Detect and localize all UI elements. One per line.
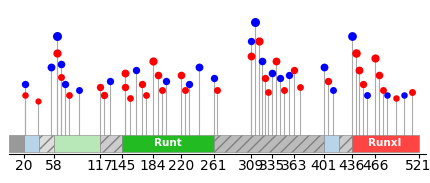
Point	[48, 65, 55, 68]
Point	[34, 99, 41, 102]
Point	[57, 75, 64, 78]
Point	[162, 80, 169, 83]
Point	[376, 74, 383, 77]
Point	[97, 85, 104, 88]
Point	[276, 77, 283, 80]
Bar	[24, 135, 40, 152]
Point	[150, 60, 157, 63]
Point	[372, 57, 379, 60]
Point	[213, 88, 220, 91]
Point	[57, 63, 64, 66]
Point	[359, 82, 366, 85]
Point	[138, 82, 145, 85]
Point	[154, 74, 161, 77]
Point	[121, 85, 128, 88]
Point	[363, 94, 370, 97]
Point	[186, 82, 193, 85]
Point	[329, 88, 336, 91]
Point	[352, 51, 359, 54]
Point	[75, 88, 82, 91]
Point	[248, 54, 255, 57]
Bar	[54, 135, 100, 152]
Point	[320, 65, 327, 68]
Point	[53, 51, 60, 54]
Bar	[214, 135, 324, 152]
Point	[296, 85, 303, 88]
Bar	[339, 135, 352, 152]
Point	[400, 94, 407, 97]
Point	[325, 80, 332, 83]
Point	[392, 96, 399, 99]
Point	[22, 94, 29, 97]
Point	[268, 71, 275, 74]
Point	[356, 68, 363, 71]
Point	[53, 34, 60, 37]
Bar	[100, 135, 122, 152]
Point	[248, 40, 255, 43]
Point	[121, 71, 128, 74]
Point	[195, 65, 202, 68]
Point	[158, 88, 165, 91]
Point	[255, 40, 262, 43]
Point	[61, 82, 68, 85]
Point	[348, 34, 355, 37]
Point	[178, 74, 185, 77]
Point	[408, 91, 415, 94]
Point	[101, 94, 108, 97]
Point	[132, 68, 139, 71]
Point	[258, 60, 265, 63]
Bar	[352, 135, 418, 152]
Point	[66, 94, 73, 97]
Point	[285, 74, 292, 77]
Point	[252, 20, 259, 23]
Point	[264, 91, 271, 94]
Point	[182, 88, 189, 91]
Point	[210, 77, 217, 80]
Point	[142, 94, 149, 97]
Bar	[122, 135, 214, 152]
Point	[22, 82, 29, 85]
Point	[126, 96, 133, 99]
Point	[107, 80, 114, 83]
Point	[384, 94, 390, 97]
Point	[273, 60, 280, 63]
Point	[291, 68, 298, 71]
Point	[380, 88, 387, 91]
Point	[280, 88, 287, 91]
Bar	[40, 135, 54, 152]
Bar	[9, 135, 24, 152]
Text: RunxI: RunxI	[369, 138, 402, 148]
Bar	[324, 135, 339, 152]
Point	[261, 77, 268, 80]
Text: Runt: Runt	[154, 138, 182, 148]
